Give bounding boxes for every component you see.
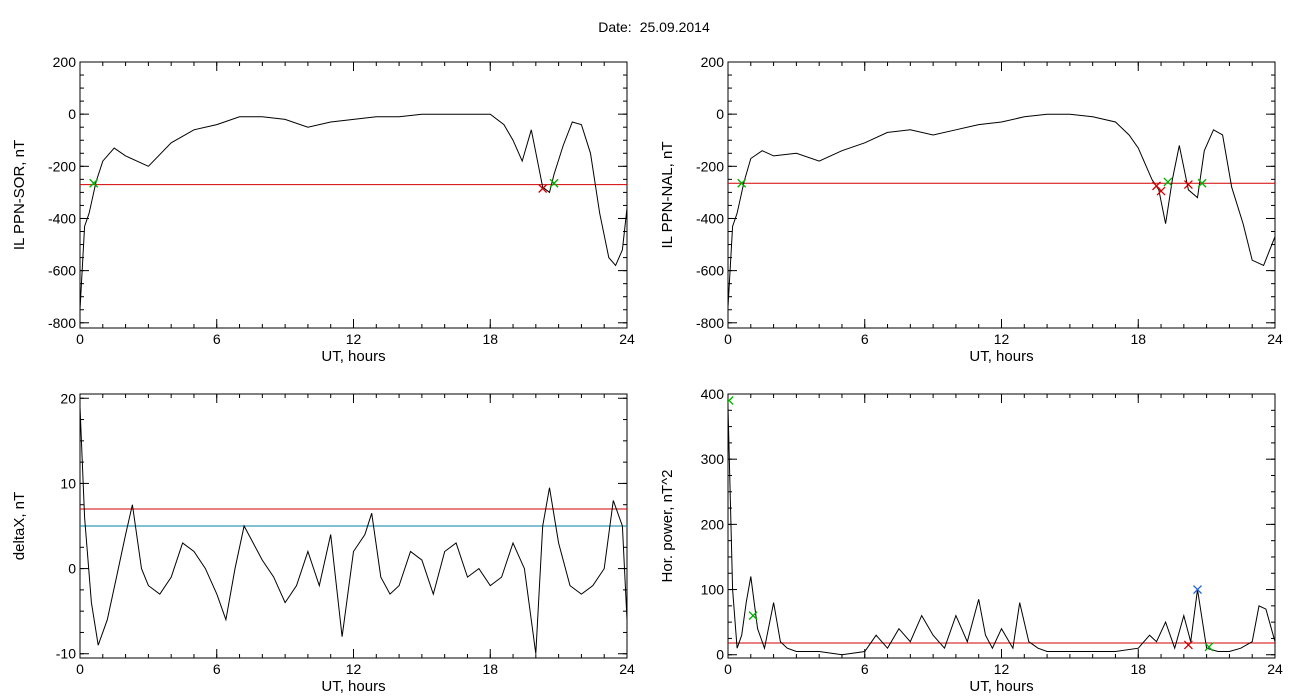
y-axis-label: IL PPN-SOR, nT: [11, 140, 28, 250]
marker-stroke: [737, 178, 747, 188]
x-tick-label: 12: [994, 331, 1010, 347]
event-marker: [737, 178, 747, 188]
y-tick-label: 300: [701, 451, 725, 467]
x-tick-label: 24: [1267, 331, 1283, 347]
y-tick-label: -200: [48, 158, 76, 174]
chart-panel-4: 0 6 12 18 24 0 100 200 300 400 UT, hours Hor. power…: [659, 386, 1283, 695]
y-tick-label: 20: [60, 390, 76, 406]
event-marker: [89, 178, 99, 188]
marker-stroke: [1197, 178, 1207, 188]
y-tick-label: 0: [68, 106, 76, 122]
event-marker: [1163, 177, 1173, 187]
x-tick-label: 18: [482, 661, 498, 677]
x-axis-label: UT, hours: [321, 678, 385, 695]
y-tick-label: -10: [56, 646, 76, 662]
marker-stroke: [748, 611, 758, 621]
x-axis-label: UT, hours: [969, 348, 1033, 365]
x-tick-label: 0: [724, 331, 732, 347]
y-tick-label: 0: [716, 647, 724, 663]
marker-stroke: [728, 396, 734, 403]
y-axis-label: deltaX, nT: [11, 492, 28, 560]
marker-stroke: [1193, 585, 1202, 595]
date-label: Date:: [598, 19, 632, 35]
event-marker: [538, 184, 548, 193]
x-tick-label: 18: [482, 331, 498, 347]
series-line: [728, 113, 1275, 308]
marker-stroke: [1183, 180, 1193, 190]
y-tick-label: -400: [696, 210, 724, 226]
marker-stroke: [1156, 186, 1166, 196]
y-tick-label: 0: [68, 561, 76, 577]
y-tick-label: 100: [701, 582, 725, 598]
x-tick-label: 6: [213, 331, 221, 347]
series-line: [728, 406, 1275, 656]
x-tick-label: 18: [1130, 661, 1146, 677]
date-value: 25.09.2014: [639, 19, 710, 35]
x-tick-label: 0: [724, 661, 732, 677]
y-axis-label: IL PPN-NAL, nT: [659, 142, 676, 249]
page-title: Date: 25.09.2014: [0, 19, 1300, 35]
y-tick-label: 0: [716, 106, 724, 122]
x-axis-label: UT, hours: [321, 348, 385, 365]
y-tick-label: -600: [696, 263, 724, 279]
y-tick-label: -600: [48, 263, 76, 279]
marker-stroke: [1204, 642, 1214, 652]
event-marker: [748, 611, 758, 621]
marker-stroke: [1163, 177, 1173, 187]
marker-stroke: [1183, 640, 1193, 650]
marker-stroke: [549, 178, 559, 188]
event-marker: [1193, 585, 1202, 595]
series-line: [80, 113, 627, 310]
marker-stroke: [89, 178, 99, 188]
y-axis-label: Hor. power, nT^2: [659, 470, 676, 583]
event-marker: [1156, 186, 1166, 196]
x-tick-label: 12: [346, 661, 362, 677]
x-tick-label: 6: [861, 661, 869, 677]
x-tick-label: 24: [619, 331, 635, 347]
y-tick-label: -200: [696, 158, 724, 174]
series-line: [80, 406, 627, 654]
x-tick-label: 12: [346, 331, 362, 347]
x-tick-label: 0: [76, 331, 84, 347]
x-tick-label: 24: [1267, 661, 1283, 677]
marker-stroke: [1152, 181, 1161, 191]
y-tick-label: 200: [53, 54, 77, 70]
event-marker: [728, 396, 734, 405]
x-tick-label: 12: [994, 661, 1010, 677]
plot-frame: [727, 61, 1276, 329]
x-tick-label: 18: [1130, 331, 1146, 347]
event-marker: [1183, 180, 1193, 190]
x-tick-label: 6: [861, 331, 869, 347]
x-tick-label: 24: [619, 661, 635, 677]
y-tick-label: 200: [701, 54, 725, 70]
x-tick-label: 0: [76, 661, 84, 677]
event-marker: [1183, 640, 1193, 650]
y-tick-label: -800: [48, 315, 76, 331]
x-tick-label: 6: [213, 661, 221, 677]
chart-panel-1: 0 6 12 18 24 -800 -600 -400 -200 0 200 UT, hours IL …: [11, 54, 635, 365]
x-axis-label: UT, hours: [969, 678, 1033, 695]
y-tick-label: -400: [48, 210, 76, 226]
y-tick-label: 400: [701, 386, 725, 402]
event-marker: [1204, 642, 1214, 652]
plot-frame: [727, 393, 1276, 659]
y-tick-label: 200: [701, 516, 725, 532]
event-marker: [549, 178, 559, 188]
chart-panel-2: 0 6 12 18 24 -800 -600 -400 -200 0 200 UT, hours IL …: [659, 54, 1283, 365]
marker-stroke: [538, 184, 548, 193]
y-tick-label: 10: [60, 475, 76, 491]
plot-frame: [79, 61, 628, 329]
y-tick-label: -800: [696, 315, 724, 331]
event-marker: [1197, 178, 1207, 188]
